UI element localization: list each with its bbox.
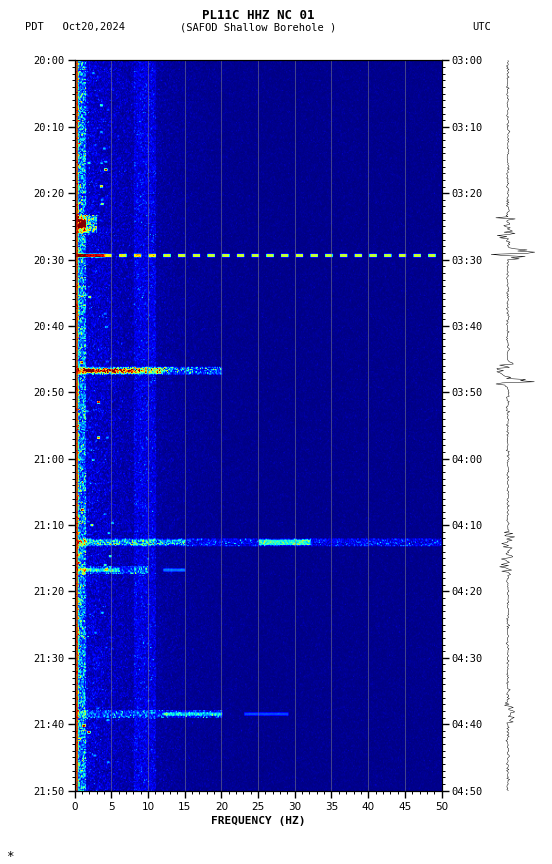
X-axis label: FREQUENCY (HZ): FREQUENCY (HZ) — [211, 816, 305, 826]
Text: UTC: UTC — [473, 22, 491, 33]
Text: *: * — [6, 849, 13, 862]
Text: PL11C HHZ NC 01: PL11C HHZ NC 01 — [202, 9, 314, 22]
Text: PDT   Oct20,2024: PDT Oct20,2024 — [25, 22, 125, 33]
Text: (SAFOD Shallow Borehole ): (SAFOD Shallow Borehole ) — [180, 22, 336, 33]
